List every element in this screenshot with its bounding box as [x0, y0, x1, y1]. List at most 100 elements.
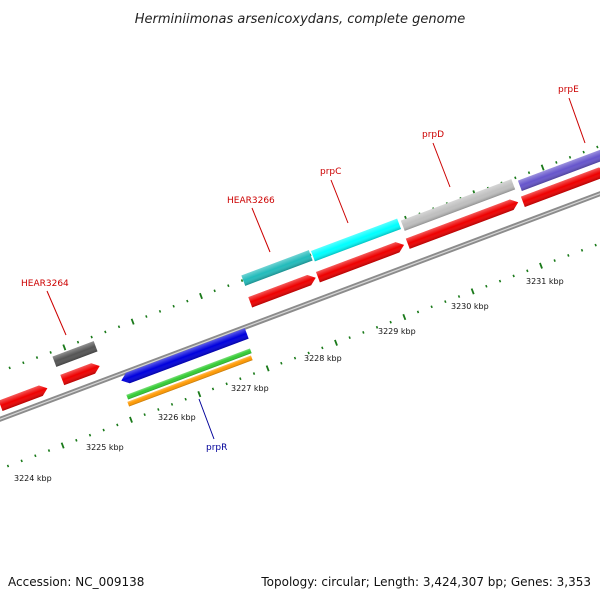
major-tick	[334, 339, 338, 346]
kbp-labels: 3224 kbp 3225 kbp 3226 kbp 3227 kbp 3228…	[14, 277, 564, 483]
major-tick	[197, 390, 202, 398]
minor-tick	[88, 433, 92, 437]
gene-labels: HEAR3264 HEAR3266 prpC prpD prpE prpR	[21, 85, 586, 453]
leader-line	[251, 207, 271, 253]
kbp-label: 3224 kbp	[14, 474, 52, 483]
feature-prpd	[400, 179, 516, 231]
minor-tick	[47, 449, 51, 452]
minor-tick	[498, 279, 502, 283]
minor-tick	[225, 382, 228, 386]
feature-red-arrow	[60, 363, 100, 386]
minor-tick	[227, 284, 230, 288]
minor-tick	[594, 243, 597, 247]
minor-tick	[213, 289, 216, 293]
feature-shade	[0, 385, 48, 411]
minor-tick	[20, 459, 23, 463]
minor-tick	[280, 361, 283, 365]
genome-summary: Topology: circular; Length: 3,424,307 bp…	[260, 575, 591, 589]
kbp-label: 3225 kbp	[86, 443, 124, 452]
major-tick	[402, 313, 407, 321]
minor-tick	[143, 413, 146, 417]
feature-shade	[520, 167, 600, 207]
major-tick	[62, 344, 67, 351]
major-tick	[265, 365, 270, 372]
minor-tick	[514, 176, 517, 180]
feature-orange-bar	[127, 355, 253, 407]
major-tick	[130, 318, 135, 325]
minor-tick	[252, 372, 256, 375]
minor-tick	[430, 305, 433, 309]
kbp-label: 3229 kbp	[378, 327, 416, 336]
kbp-label: 3226 kbp	[158, 413, 196, 422]
feature-shade	[405, 199, 519, 249]
leader-line	[568, 97, 586, 144]
minor-tick	[457, 295, 461, 298]
map-title: Herminiimonas arsenicoxydans, complete g…	[135, 12, 465, 27]
kbp-label: 3230 kbp	[451, 302, 489, 311]
gene-label-prpe: prpE	[558, 85, 579, 95]
minor-tick	[568, 155, 572, 159]
feature-shade	[400, 179, 516, 231]
minor-tick	[416, 310, 420, 314]
feature-red-arrow	[248, 275, 316, 308]
feature-red-arrow	[520, 167, 600, 207]
lower-tick-track	[6, 243, 597, 468]
kbp-label: 3227 kbp	[231, 384, 269, 393]
leader-line	[46, 290, 67, 336]
minor-tick	[596, 145, 599, 149]
minor-tick	[307, 351, 310, 355]
gene-label-prpr: prpR	[206, 443, 227, 453]
minor-tick	[362, 331, 365, 334]
minor-tick	[239, 377, 242, 381]
feature-shade	[248, 275, 316, 308]
minor-tick	[8, 366, 11, 370]
minor-tick	[512, 274, 515, 278]
gene-label-prpd: prpD	[422, 130, 444, 140]
minor-tick	[580, 248, 584, 252]
minor-tick	[211, 387, 215, 391]
feature-prpc	[311, 218, 401, 262]
feature-shade	[121, 328, 249, 384]
major-tick	[470, 288, 475, 295]
major-tick	[199, 292, 203, 300]
minor-tick	[485, 284, 488, 288]
minor-tick	[184, 397, 187, 401]
minor-tick	[293, 356, 297, 360]
minor-tick	[553, 259, 556, 262]
accession-label: Accession: NC_009138	[8, 575, 144, 589]
feature-red-arrow	[405, 199, 519, 249]
minor-tick	[102, 428, 105, 432]
minor-tick	[170, 402, 174, 406]
minor-tick	[117, 325, 121, 329]
feature-hear3264	[52, 341, 98, 367]
features-layer	[0, 149, 600, 411]
minor-tick	[526, 269, 529, 273]
gene-label-hear3264: HEAR3264	[21, 279, 69, 289]
minor-tick	[158, 309, 162, 313]
minor-tick	[116, 423, 119, 427]
kbp-label: 3231 kbp	[526, 277, 564, 286]
minor-tick	[49, 351, 52, 354]
feature-red-arrow	[316, 242, 405, 283]
genome-backbone	[0, 191, 600, 422]
minor-tick	[186, 299, 189, 303]
minor-tick	[389, 320, 392, 324]
feature-prpe	[517, 149, 600, 191]
minor-tick	[321, 346, 324, 350]
minor-tick	[22, 361, 25, 365]
feature-shade	[126, 348, 252, 400]
major-tick	[129, 416, 133, 423]
gene-label-prpc: prpC	[320, 167, 341, 177]
minor-tick	[555, 161, 558, 164]
feature-green-bar	[126, 348, 252, 400]
feature-shade	[127, 355, 253, 407]
minor-tick	[34, 454, 37, 458]
feature-prpr	[121, 328, 249, 384]
minor-tick	[76, 340, 80, 344]
minor-tick	[348, 336, 351, 340]
feature-shade	[517, 149, 600, 191]
minor-tick	[35, 356, 39, 359]
minor-tick	[567, 254, 570, 257]
leader-line	[198, 398, 215, 440]
